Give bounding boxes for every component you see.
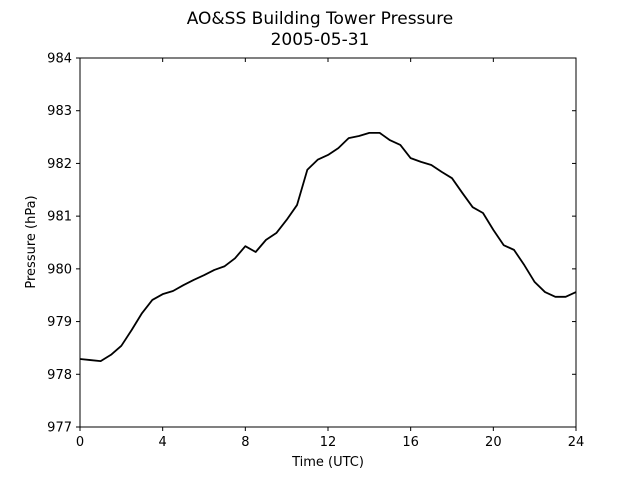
y-tick-label: 982 (47, 157, 72, 172)
chart-title: AO&SS Building Tower Pressure (187, 9, 454, 29)
data-line (79, 131, 577, 363)
x-tick-label: 4 (159, 435, 167, 450)
y-tick-label: 983 (47, 104, 72, 119)
y-tick-label: 978 (47, 368, 72, 383)
y-tick-label: 980 (47, 262, 72, 277)
y-axis-label: Pressure (hPa) (24, 195, 39, 288)
x-tick-label: 0 (76, 435, 84, 450)
x-tick-label: 8 (241, 435, 249, 450)
y-tick-label: 977 (47, 421, 72, 436)
x-tick-label: 16 (402, 435, 419, 450)
x-tick-label: 24 (568, 435, 585, 450)
x-tick-label: 20 (485, 435, 502, 450)
x-tick-label: 12 (320, 435, 337, 450)
x-axis-label: Time (UTC) (291, 455, 364, 470)
chart-subtitle: 2005-05-31 (271, 30, 370, 50)
y-tick-label: 979 (47, 315, 72, 330)
y-tick-label: 981 (47, 210, 72, 225)
plot-frame (79, 57, 577, 428)
y-tick-label: 984 (47, 52, 72, 67)
